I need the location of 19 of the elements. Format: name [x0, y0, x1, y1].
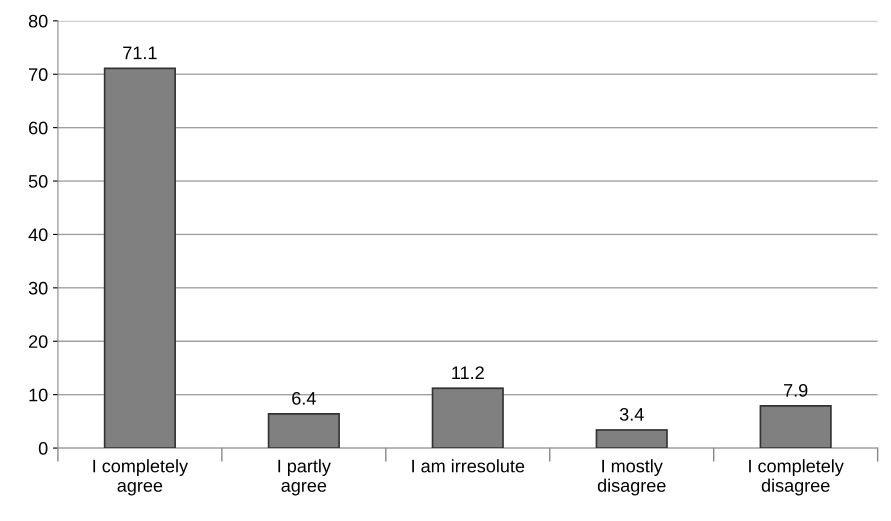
x-tick-label: I partly agree [278, 459, 331, 496]
x-tick-label: I mostly disagree [598, 459, 666, 496]
data-label: 7.9 [784, 384, 808, 397]
y-tick-label: 70 [29, 68, 48, 81]
y-tick-label: 30 [28, 282, 48, 295]
y-tick-label: 20 [29, 335, 48, 348]
data-label: 6.4 [292, 392, 316, 405]
x-tick-label: I completely agree [93, 459, 188, 496]
y-tick-label: 40 [28, 228, 48, 242]
y-tick-label: 10 [29, 388, 48, 402]
x-tick-label: I completely disagree [749, 459, 844, 496]
y-tick-label: 0 [38, 442, 48, 455]
x-tick-label: I am irresolute [412, 459, 524, 472]
data-label: 71.1 [123, 46, 157, 60]
data-label: 3.4 [620, 408, 644, 421]
y-tick-label: 50 [28, 174, 48, 188]
data-label: 11.2 [452, 366, 484, 379]
y-tick-label: 60 [29, 122, 48, 134]
y-tick-label: 80 [28, 14, 48, 28]
